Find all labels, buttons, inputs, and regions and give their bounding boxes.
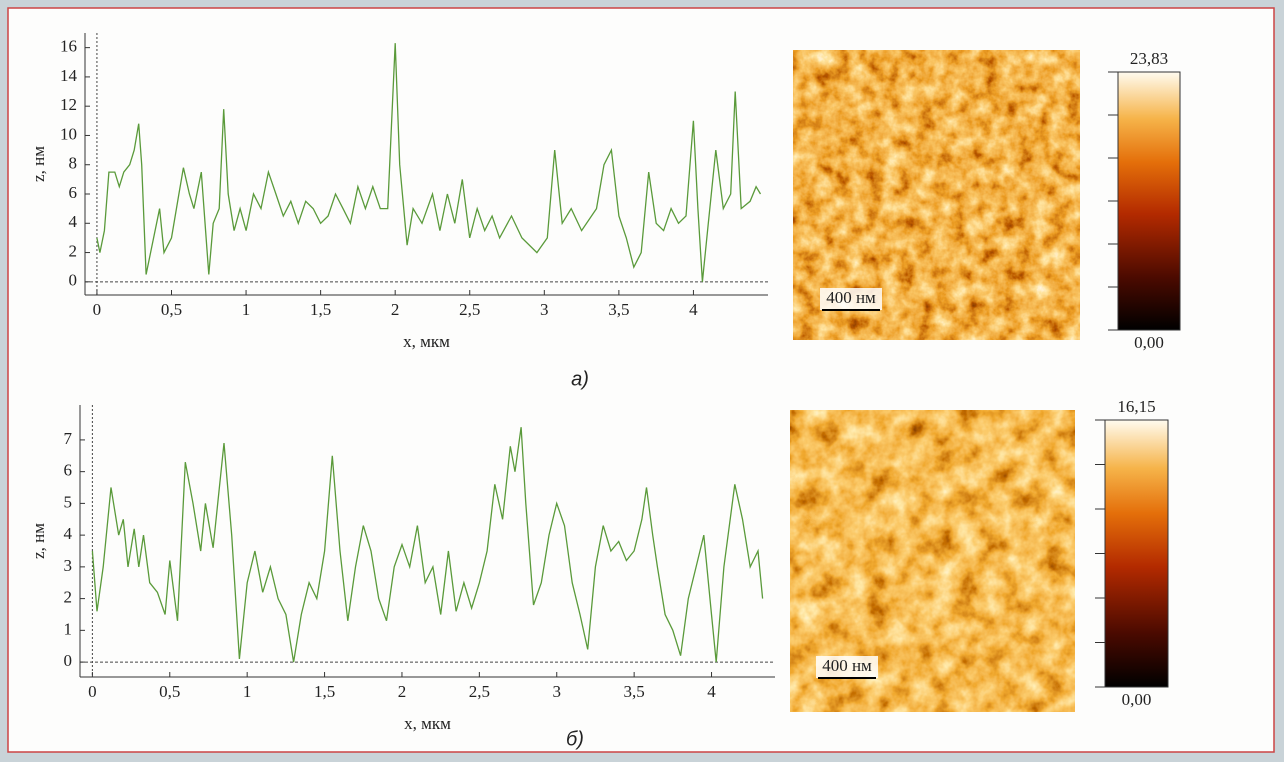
caption: а) (571, 368, 589, 390)
x-tick-label: 3 (540, 300, 549, 319)
x-tick-label: 0,5 (161, 300, 182, 319)
x-tick-label: 0 (93, 300, 102, 319)
x-tick-label: 1 (242, 300, 251, 319)
y-tick-label: 3 (64, 556, 73, 575)
y-tick-label: 1 (64, 619, 73, 638)
x-tick-label: 3,5 (608, 300, 629, 319)
x-tick-label: 1 (243, 682, 252, 701)
y-tick-label: 5 (64, 492, 73, 511)
x-tick-label: 2,5 (459, 300, 480, 319)
colorbar (1117, 71, 1181, 331)
y-tick-label: 0 (64, 651, 73, 670)
x-tick-label: 1,5 (314, 682, 335, 701)
caption: б) (566, 728, 584, 750)
x-tick-label: 0 (88, 682, 97, 701)
x-axis-label: x, мкм (403, 332, 450, 351)
y-tick-label: 2 (64, 588, 73, 607)
x-tick-label: 2 (398, 682, 407, 701)
y-tick-label: 0 (69, 271, 78, 290)
scale-bar-label: 400 нм (822, 656, 872, 675)
x-tick-label: 2,5 (469, 682, 490, 701)
scale-bar-label: 400 нм (826, 288, 876, 307)
scale-bar-bg (816, 656, 878, 678)
colorbar (1104, 419, 1169, 688)
y-tick-label: 14 (60, 66, 78, 85)
y-tick-label: 10 (60, 124, 77, 143)
x-tick-label: 4 (707, 682, 716, 701)
colorbar-label: 0,00 (1134, 333, 1164, 352)
scale-bar-bg (820, 288, 882, 310)
y-tick-label: 2 (69, 241, 78, 260)
x-axis-label: x, мкм (404, 714, 451, 733)
y-tick-label: 12 (60, 95, 77, 114)
colorbar-label: 16,15 (1117, 397, 1155, 416)
figure-panel (7, 7, 1275, 753)
x-tick-label: 4 (689, 300, 698, 319)
x-tick-label: 1,5 (310, 300, 331, 319)
y-tick-label: 16 (60, 37, 77, 56)
y-tick-label: 4 (69, 212, 78, 231)
y-axis-label: z, нм (29, 523, 48, 559)
x-tick-label: 3 (552, 682, 561, 701)
y-tick-label: 7 (64, 429, 73, 448)
colorbar-label: 23,83 (1130, 49, 1168, 68)
x-tick-label: 0,5 (159, 682, 180, 701)
y-tick-label: 6 (64, 461, 73, 480)
profile-line (96, 43, 762, 282)
profile-line (91, 427, 764, 663)
y-tick-label: 4 (64, 524, 73, 543)
y-tick-label: 8 (69, 154, 78, 173)
x-tick-label: 3,5 (624, 682, 645, 701)
y-axis-label: z, нм (29, 146, 48, 182)
y-tick-label: 6 (69, 183, 78, 202)
colorbar-label: 0,00 (1122, 690, 1152, 709)
x-tick-label: 2 (391, 300, 400, 319)
